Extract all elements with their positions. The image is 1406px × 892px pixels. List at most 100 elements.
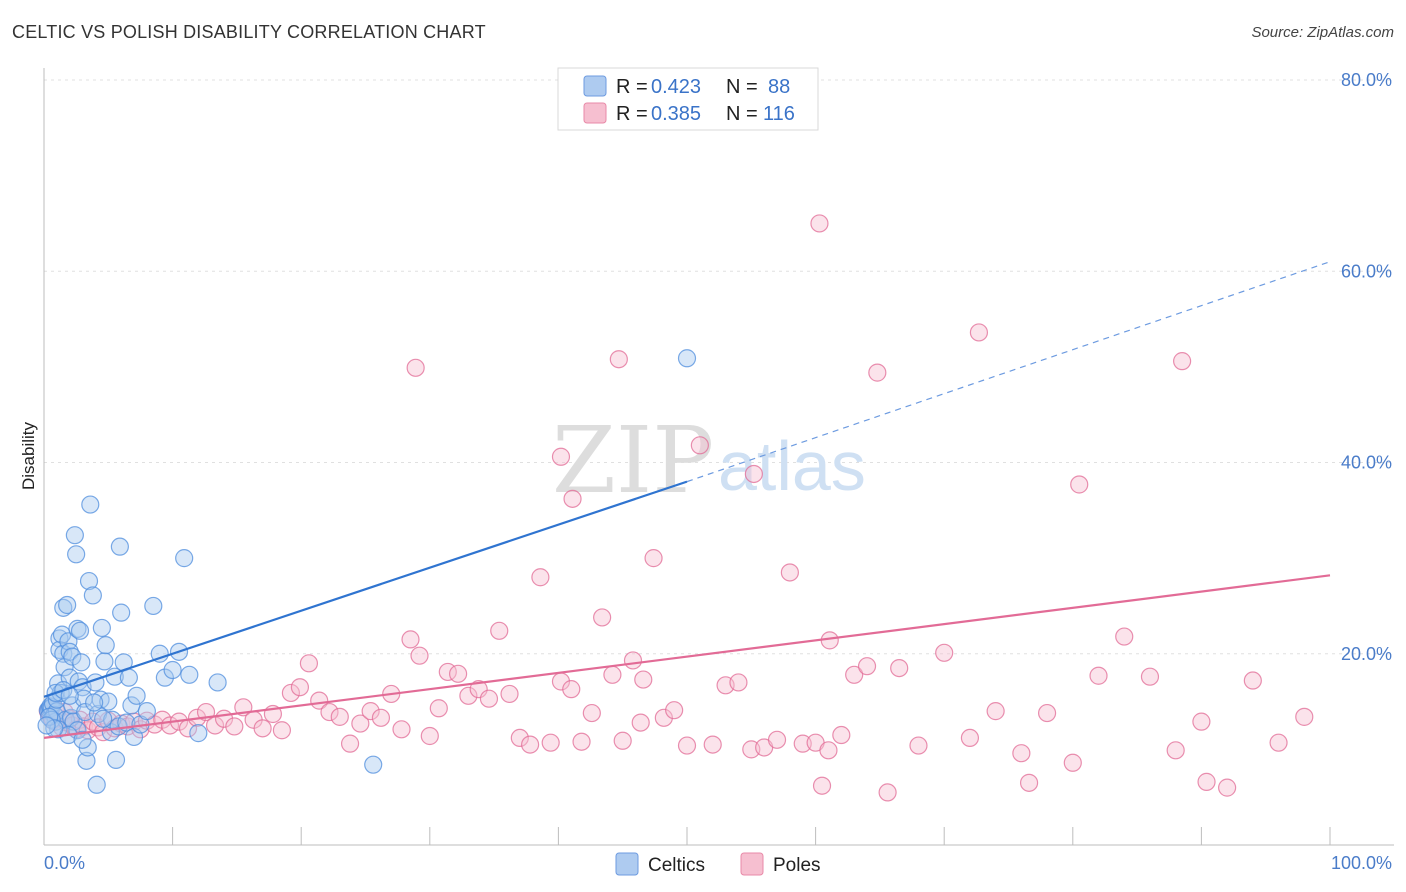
poles-point-38 [272,721,292,740]
poles-point-39 [281,683,301,703]
celtics-point-72 [208,673,227,692]
poles-point-41 [299,654,319,673]
poles-point-89 [819,741,838,760]
poles-point-33 [225,717,244,736]
poles-point-50 [392,720,411,739]
poles-point-44 [330,707,349,726]
celtics-point-46 [95,652,114,671]
poles-point-54 [429,699,448,718]
celtics-point-42 [87,775,106,794]
poles-point-69 [582,703,601,723]
poles-point-93 [890,658,909,678]
bottom-legend: Celtics Poles [615,852,821,876]
poles-point-97 [986,702,1005,721]
celtics-point-70 [180,665,199,684]
poles-point-79 [690,436,709,455]
poles-point-73 [623,651,643,670]
poles-point-101 [1089,666,1108,685]
celtics-point-66 [155,668,174,687]
poles-point-62 [510,728,529,748]
watermark-zip: ZIP [552,407,714,514]
poles-point-86 [780,563,799,582]
celtics-trend-line [43,480,688,698]
trend-lines [43,261,1331,739]
poles-point-87 [793,734,812,753]
celtics-point-65 [150,644,169,663]
celtics-point-81 [677,349,697,368]
poles-point-71 [603,665,622,684]
celtics-point-31 [70,621,90,640]
poles-point-64 [531,568,550,587]
bottom-legend-poles: Poles [773,855,821,876]
celtics-point-55 [112,603,131,622]
y-axis-label: Disability [19,421,38,490]
poles-point-47 [361,702,380,721]
legend-n-value-1: 88 [768,76,790,98]
poles-point-90 [832,725,851,745]
series-celtics [37,349,697,794]
celtics-point-52 [106,750,126,769]
celtics-point-47 [96,636,115,655]
x-tick-label-max: 100.0% [1331,853,1392,873]
celtics-point-19 [58,595,77,615]
poles-point-57 [459,686,478,705]
poles-point-96 [960,728,980,748]
poles-point-124 [563,489,582,508]
poles-point-72 [613,731,632,750]
poles-point-60 [490,621,509,640]
poles-point-67 [562,680,581,699]
legend-box: R = 0.423 N = 88 R = 0.385 N = 116 [557,67,819,131]
y-tick-labels: 20.0% 40.0% 60.0% 80.0% [1341,70,1392,664]
celtics-trend-extension [686,261,1331,483]
poles-point-91 [845,665,864,684]
poles-point-103 [1140,667,1160,686]
poles-point-74 [634,670,653,689]
poles-point-75 [644,549,663,568]
chart-title: CELTIC VS POLISH DISABILITY CORRELATION … [12,22,486,42]
bottom-legend-celtics: Celtics [648,855,705,876]
poles-point-115 [868,363,887,382]
legend-r-value-1: 0.423 [651,76,701,98]
poles-point-98 [1012,744,1031,763]
poles-point-117 [609,350,628,369]
poles-point-76 [654,708,673,727]
poles-point-78 [677,736,697,755]
poles-point-53 [420,726,439,746]
celtics-point-39 [81,495,100,514]
legend-r-label-1: R = [616,76,648,98]
celtics-point-22 [60,642,79,661]
poles-point-104 [1166,741,1185,760]
poles-point-80 [703,735,722,754]
poles-point-106 [1218,778,1237,797]
poles-point-111 [878,783,897,802]
celtics-point-40 [83,586,102,605]
x-tick-label-min: 0.0% [44,853,85,873]
celtics-point-61 [127,686,146,705]
poles-point-108 [1269,733,1288,752]
poles-point-112 [1019,773,1039,792]
legend-n-label-2: N = [726,103,758,125]
poles-point-116 [810,214,829,233]
poles-point-51 [401,630,420,649]
legend-r-label-2: R = [616,103,648,125]
source-label: Source: ZipAtlas.com [1251,24,1394,41]
poles-point-102 [1115,627,1134,646]
celtics-point-28 [67,545,86,564]
bottom-legend-swatch-poles [740,852,764,876]
poles-point-122 [744,464,763,484]
poles-point-82 [729,673,748,692]
poles-point-114 [1070,475,1089,494]
poles-point-42 [310,691,329,710]
legend-r-value-2: 0.385 [651,103,701,125]
poles-point-77 [665,701,684,720]
poles-point-36 [253,719,272,738]
bottom-legend-swatch-celtics [615,852,639,876]
celtics-point-85 [73,730,92,749]
y-tick-label-40: 40.0% [1341,453,1392,473]
celtics-point-63 [137,702,156,721]
celtics-point-67 [163,660,182,680]
poles-point-94 [909,736,928,755]
poles-point-48 [371,708,391,727]
poles-point-59 [479,689,499,708]
